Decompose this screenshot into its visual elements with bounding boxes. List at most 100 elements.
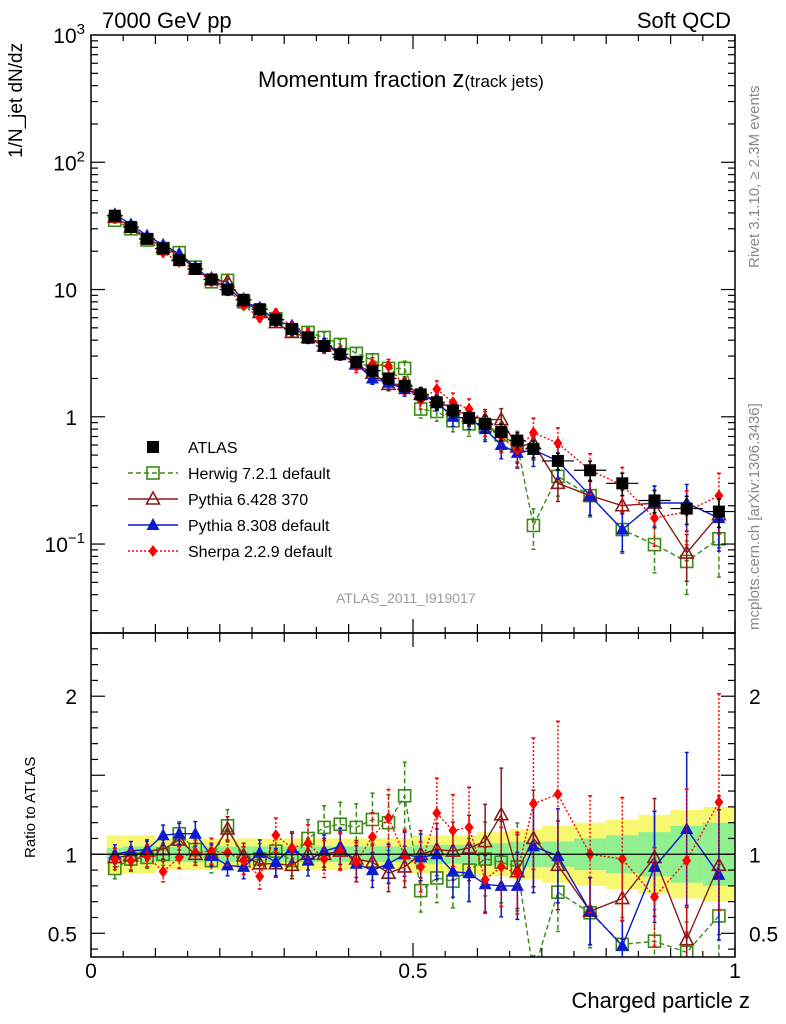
ratio-marker-pythia-8-308-default [414,850,428,863]
ratio-marker-sherpa-2-2-9-default [303,837,313,850]
ratio-marker-sherpa-2-2-9-default [239,854,249,867]
ratio-marker-sherpa-2-2-9-default [223,846,233,859]
main-y-tick-label: 103 [53,21,85,48]
ratio-marker-pythia-8-308-default [365,863,379,876]
ratio-marker-sherpa-2-2-9-default [416,860,426,873]
ratio-y-tick-label-right: 1 [749,844,761,867]
marker-atlas [108,209,121,222]
main-y-tick-label: 10 [54,280,77,303]
ratio-marker-herwig-7-2-1-default [413,883,428,898]
marker-atlas [616,477,629,490]
legend-marker-pythia-6-428-370 [145,490,161,505]
marker-herwig-7-2-1-default [647,537,662,552]
ratio-panel-content [91,693,735,979]
main-y-tick-label: 102 [53,148,85,175]
marker-atlas [221,283,234,296]
legend-entry-sherpa-2-2-9-default: Sherpa 2.2.9 default [128,544,333,561]
marker-atlas [237,293,250,306]
ratio-marker-sherpa-2-2-9-default [351,856,361,869]
ratio-marker-sherpa-2-2-9-default [480,873,490,886]
ratio-marker-pythia-8-308-default [680,821,694,834]
ratio-marker-herwig-7-2-1-default [317,820,331,835]
ratio-y-tick-label-right: 2 [749,686,761,709]
legend-marker-herwig-7-2-1-default [146,466,160,480]
marker-atlas [269,313,282,326]
ratio-marker-pythia-6-428-370 [284,856,300,872]
legend-label-pythia-6-428-370: Pythia 6.428 370 [188,492,308,509]
marker-atlas [551,454,564,467]
ratio-marker-herwig-7-2-1-default [349,820,364,835]
process-label: Soft QCD [636,8,731,33]
ratio-marker-pythia-8-308-default [188,826,202,839]
ratio-panel-frame [90,632,736,958]
ratio-marker-pythia-8-308-default [446,864,460,877]
legend-label-herwig-7-2-1-default: Herwig 7.2.1 default [188,466,331,483]
ratio-marker-sherpa-2-2-9-default [496,860,506,873]
marker-atlas [527,442,540,455]
marker-sherpa-2-2-9-default [553,437,563,450]
ratio-marker-sherpa-2-2-9-default [319,853,329,866]
legend-label-sherpa-2-2-9-default: Sherpa 2.2.9 default [188,544,333,561]
ratio-marker-pythia-8-308-default [615,938,629,951]
ratio-marker-pythia-6-428-370 [678,930,695,946]
plot-title: Momentum fraction z(track jets) [258,66,544,94]
legend-entry-herwig-7-2-1-default: Herwig 7.2.1 default [128,466,331,483]
ratio-marker-sherpa-2-2-9-default [158,865,168,878]
ratio-marker-herwig-7-2-1-default [527,967,539,979]
marker-atlas [398,379,411,392]
marker-pythia-6-428-370 [614,497,631,512]
ratio-marker-sherpa-2-2-9-default [682,854,692,867]
ratio-marker-pythia-8-308-default [140,842,154,855]
ratio-marker-sherpa-2-2-9-default [271,829,281,842]
marker-atlas [511,434,524,447]
marker-pythia-8-308-default [365,371,379,384]
legend-entry-pythia-8-308-default: Pythia 8.308 default [128,518,330,535]
marker-atlas [124,220,137,233]
marker-atlas [430,396,443,409]
legend-marker-atlas [147,441,159,453]
ratio-marker-sherpa-2-2-9-default [714,796,724,809]
legend-marker-sherpa-2-2-9-default [148,545,158,557]
ratio-marker-sherpa-2-2-9-default [400,849,410,862]
marker-atlas [253,303,266,316]
marker-atlas [157,242,170,255]
marker-atlas [414,388,427,401]
marker-pythia-6-428-370 [678,544,695,559]
marker-pythia-6-428-370 [550,474,566,490]
ratio-marker-sherpa-2-2-9-default [650,890,659,903]
ratio-marker-sherpa-2-2-9-default [367,830,377,843]
main-y-tick-label: 1 [65,407,77,430]
x-tick-label: 0 [85,960,97,983]
marker-herwig-7-2-1-default [397,361,412,376]
marker-atlas [285,322,298,335]
marker-atlas [173,254,186,267]
energy-label: 7000 GeV pp [102,8,232,33]
main-y-tick-label: 10−1 [45,530,85,557]
ratio-marker-sherpa-2-2-9-default [448,824,458,837]
mcplots-site-label: mcplots.cern.ch [arXiv:1306.3436] [746,403,763,630]
ratio-marker-pythia-8-308-default [583,904,597,917]
ratio-marker-sherpa-2-2-9-default [287,841,297,854]
series-line-herwig-7-2-1-default [114,219,720,563]
ratio-marker-sherpa-2-2-9-default [553,788,563,801]
ratio-marker-sherpa-2-2-9-default [528,797,538,810]
marker-atlas [350,355,363,368]
marker-atlas [712,505,725,518]
ratio-line-sherpa-2-2-9-default [114,793,720,898]
plot-title-subscript: (track jets) [464,72,544,91]
ratio-marker-pythia-8-308-default [712,867,726,880]
marker-atlas [318,339,331,352]
ratio-marker-sherpa-2-2-9-default [126,854,136,867]
ratio-marker-herwig-7-2-1-default [397,788,412,803]
ratio-marker-pythia-8-308-default [648,859,661,872]
ratio-y-axis-label: Ratio to ATLAS [22,756,39,858]
marker-atlas [463,411,476,424]
ratio-marker-sherpa-2-2-9-default [255,870,265,883]
marker-atlas [479,417,492,430]
ratio-y-tick-label: 0.5 [48,923,77,946]
ratio-marker-sherpa-2-2-9-default [142,849,152,862]
ratio-marker-pythia-8-308-default [382,856,396,869]
series-atlas [106,209,735,529]
ratio-y-tick-label: 1 [65,844,77,867]
